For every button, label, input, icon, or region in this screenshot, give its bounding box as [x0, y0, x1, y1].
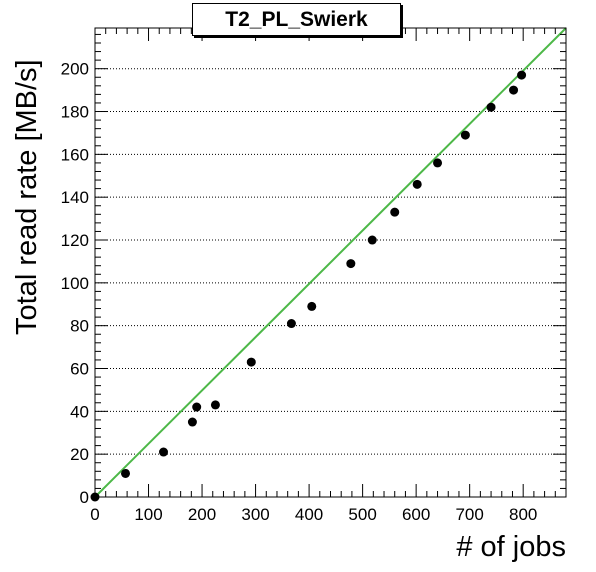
data-point [192, 402, 202, 412]
fit-line-layer [94, 27, 567, 498]
x-tick-label: 600 [402, 505, 430, 524]
data-point [121, 468, 131, 478]
data-point [390, 207, 400, 217]
y-tick-label: 0 [80, 488, 89, 507]
y-tick-label: 20 [70, 445, 89, 464]
y-tick-label: 40 [70, 402, 89, 421]
x-tick-labels: 0 100 200 300 400 500 600 700 800 [90, 505, 537, 524]
x-tick-label: 200 [188, 505, 216, 524]
x-tick-label: 0 [90, 505, 99, 524]
data-point [246, 357, 256, 367]
data-point [286, 319, 296, 329]
data-point [460, 130, 470, 140]
data-point [433, 158, 443, 168]
data-point [346, 259, 356, 269]
y-tick-label: 80 [70, 317, 89, 336]
y-axis-label: Total read rate [MB/s] [11, 59, 43, 335]
chart-title: T2_PL_Swierk [192, 3, 401, 36]
y-tick-label: 180 [61, 103, 89, 122]
data-point [412, 179, 422, 189]
fit-line [94, 27, 567, 498]
y-tick-labels: 0 20 40 60 80 100 120 140 160 180 200 [61, 60, 89, 507]
x-tick-label: 700 [455, 505, 483, 524]
y-tick-label: 140 [61, 188, 89, 207]
y-tick-label: 200 [61, 60, 89, 79]
data-point [187, 417, 197, 427]
data-point [367, 235, 377, 245]
data-points [90, 70, 527, 502]
data-point [486, 102, 496, 112]
x-tick-label: 400 [295, 505, 323, 524]
x-tick-label: 500 [348, 505, 376, 524]
data-point [210, 400, 220, 410]
grid-lines [95, 68, 566, 455]
y-tick-label: 60 [70, 360, 89, 379]
x-axis-label: # of jobs [456, 531, 566, 563]
data-point [509, 85, 519, 95]
x-tick-label: 300 [241, 505, 269, 524]
y-tick-label: 120 [61, 231, 89, 250]
x-tick-label: 800 [509, 505, 537, 524]
y-tick-label: 160 [61, 145, 89, 164]
data-point [517, 70, 527, 80]
data-point [307, 301, 317, 311]
x-tick-label: 100 [134, 505, 162, 524]
y-tick-label: 100 [61, 274, 89, 293]
data-point [159, 447, 169, 457]
